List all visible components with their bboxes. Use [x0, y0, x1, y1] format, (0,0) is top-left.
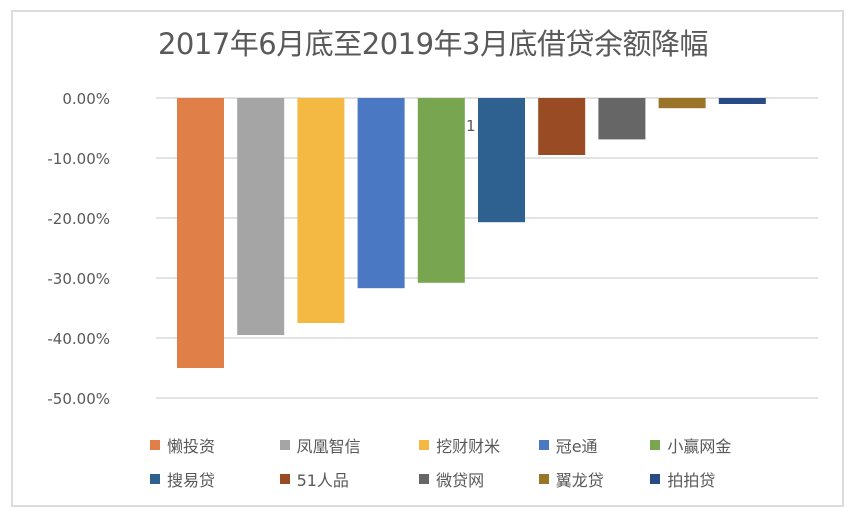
legend-item: 凤凰智信 [279, 433, 420, 457]
legend-item: 挖财财米 [419, 433, 539, 457]
legend-swatch [650, 440, 661, 450]
legend-swatch [419, 474, 430, 484]
bar-4 [357, 98, 405, 289]
legend-label: 挖财财米 [436, 437, 501, 456]
y-tick-label: -30.00% [47, 270, 110, 288]
bars [177, 98, 766, 368]
legend-item: 拍拍贷 [650, 467, 750, 491]
legend-label: 冠e通 [555, 437, 598, 456]
y-tick-label: 0.00% [62, 90, 110, 108]
bar-7 [538, 98, 586, 155]
bar-8 [598, 98, 646, 140]
legend-label: 拍拍贷 [667, 471, 716, 490]
data-annotation: 1 [466, 117, 476, 135]
bar-5 [417, 98, 465, 283]
legend-label: 微贷网 [436, 471, 485, 490]
legend-item: 51人品 [279, 467, 420, 491]
chart-title: 2017年6月底至2019年3月底借贷余额降幅 [157, 27, 709, 61]
legend-swatch [150, 474, 160, 484]
legend-swatch [538, 440, 549, 450]
legend-item: 翼龙贷 [538, 467, 651, 491]
y-tick-label: -10.00% [47, 150, 110, 168]
legend-label: 凤凰智信 [296, 437, 361, 456]
legend-item: 搜易贷 [150, 467, 280, 491]
bar-9 [658, 98, 706, 109]
legend-item: 冠e通 [538, 433, 651, 457]
legend: 懒投资 凤凰智信 挖财财米 冠e通 小赢网金 搜易贷 51人品 微贷网 翼龙贷 拍拍贷 [150, 428, 750, 496]
legend-swatch [279, 474, 290, 484]
legend-item: 小赢网金 [650, 433, 750, 457]
y-tick-label: -40.00% [47, 330, 110, 348]
legend-row: 懒投资 凤凰智信 挖财财米 冠e通 小赢网金 [150, 428, 750, 462]
legend-label: 搜易贷 [167, 471, 216, 490]
bar-10 [718, 98, 766, 104]
y-tick-label: -20.00% [47, 210, 110, 228]
legend-swatch [279, 440, 290, 450]
legend-label: 51人品 [296, 471, 349, 490]
legend-item: 微贷网 [419, 467, 539, 491]
legend-swatch [419, 440, 430, 450]
legend-swatch [150, 440, 160, 450]
bar-2 [237, 98, 285, 335]
y-tick-label: -50.00% [47, 390, 110, 408]
legend-swatch [650, 474, 661, 484]
bar-1 [177, 98, 224, 368]
y-axis-ticks: 0.00% -10.00% -20.00% -30.00% -40.00% -50.00% [47, 90, 110, 408]
bar-3 [297, 98, 345, 323]
legend-label: 小赢网金 [667, 437, 732, 456]
legend-swatch [538, 474, 549, 484]
bar-6 [478, 98, 525, 223]
legend-item: 懒投资 [150, 433, 280, 457]
legend-label: 翼龙贷 [555, 471, 604, 490]
legend-row: 搜易贷 51人品 微贷网 翼龙贷 拍拍贷 [150, 462, 750, 496]
legend-label: 懒投资 [167, 437, 216, 456]
